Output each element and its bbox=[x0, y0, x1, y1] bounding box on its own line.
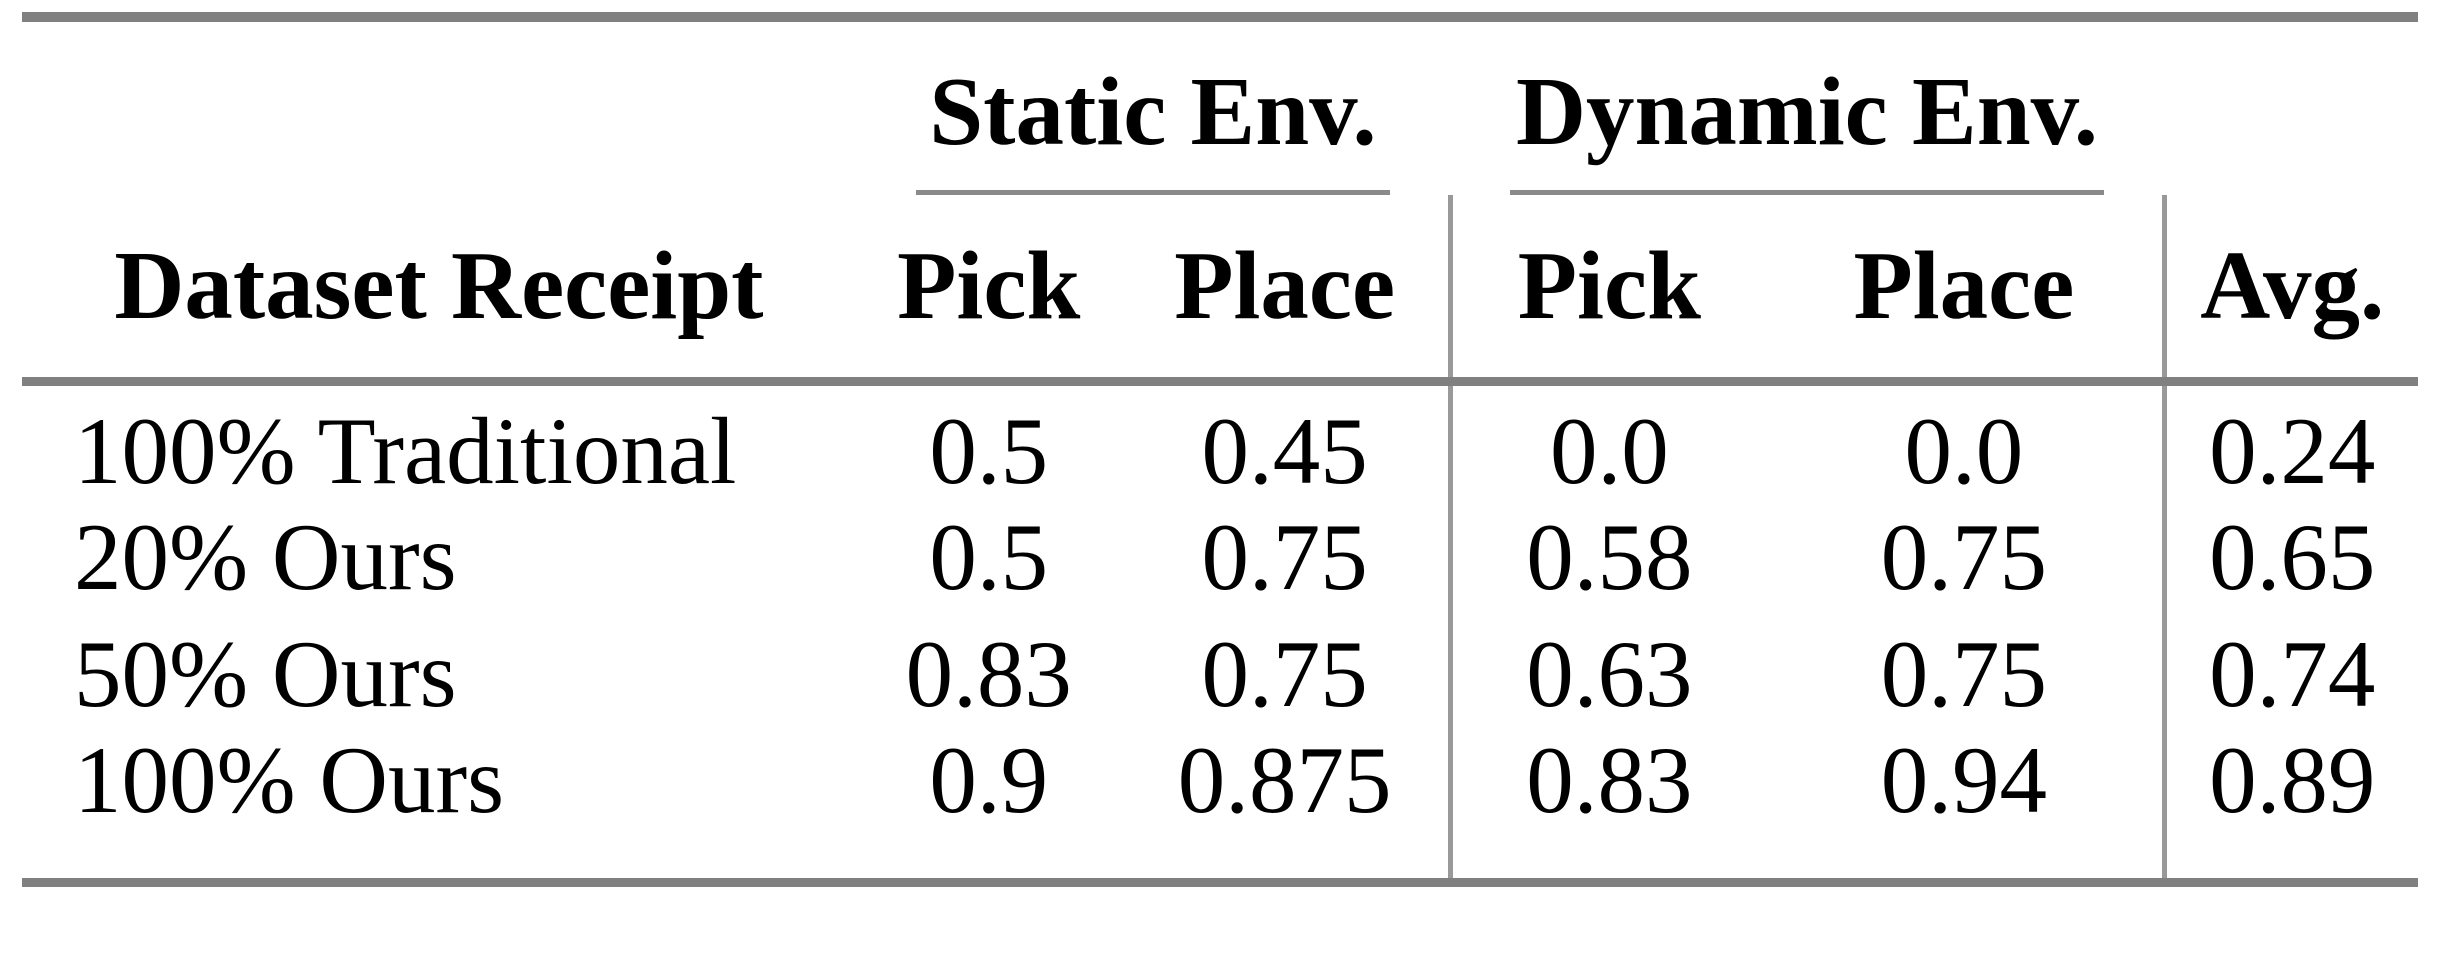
static-env-cmidrule bbox=[915, 190, 1390, 195]
empty-cell bbox=[2164, 12, 2418, 195]
results-table: Static Env. Dynamic Env. Dataset Receipt… bbox=[22, 12, 2418, 887]
empty-cell bbox=[22, 12, 856, 195]
row-label: 20% Ours bbox=[74, 503, 457, 610]
table-cell: 0.75 bbox=[1880, 503, 2047, 610]
dynamic-env-group-header: Dynamic Env. bbox=[1450, 63, 2164, 195]
table-cell: 0.89 bbox=[2161, 732, 2418, 887]
table-cell: 0.58 bbox=[1447, 498, 1767, 616]
table-cell: 0.9 bbox=[855, 732, 1122, 887]
table-cell: 0.75 bbox=[1880, 620, 2047, 727]
column-header-dataset: Dataset Receipt bbox=[22, 195, 856, 386]
results-table-figure: Static Env. Dynamic Env. Dataset Receipt… bbox=[22, 12, 2418, 887]
table-cell: 0.65 bbox=[2161, 498, 2418, 616]
dynamic-env-label: Dynamic Env. bbox=[1515, 58, 2099, 165]
table-cell: 0.875 bbox=[1121, 732, 1450, 887]
column-header-static-pick: Pick bbox=[855, 195, 1122, 386]
table-cell: 0.0 bbox=[1904, 397, 2024, 504]
static-env-group-cell: Static Env. bbox=[855, 12, 1450, 195]
column-header-static-place: Place bbox=[1121, 195, 1450, 386]
table-cell: 0.74 bbox=[2161, 615, 2418, 733]
table-cell: 0.83 bbox=[905, 620, 1072, 727]
group-header-row: Static Env. Dynamic Env. bbox=[22, 12, 2418, 195]
table-cell: 0.5 bbox=[929, 503, 1049, 610]
column-header-avg: Avg. bbox=[2161, 195, 2418, 386]
column-header-dynamic-place: Place bbox=[1766, 195, 2164, 386]
row-label: 50% Ours bbox=[74, 620, 457, 727]
table-row: 20% Ours 0.5 0.75 0.58 0.75 0.65 bbox=[22, 498, 2418, 616]
dynamic-env-group-cell: Dynamic Env. bbox=[1450, 12, 2164, 195]
table-cell: 0.94 bbox=[1766, 732, 2164, 887]
table-cell: 0.83 bbox=[1447, 732, 1767, 887]
column-header-row: Dataset Receipt Pick Place Pick Place Av… bbox=[22, 195, 2418, 386]
table-cell: 0.75 bbox=[1201, 620, 1368, 727]
table-cell: 0.63 bbox=[1447, 615, 1767, 733]
table-cell: 0.45 bbox=[1201, 397, 1368, 504]
table-row: 50% Ours 0.83 0.75 0.63 0.75 0.74 bbox=[22, 615, 2418, 733]
row-label: 100% Traditional bbox=[74, 397, 737, 504]
table-row: 100% Ours 0.9 0.875 0.83 0.94 0.89 bbox=[22, 732, 2418, 887]
row-label: 100% Ours bbox=[22, 732, 856, 887]
table-cell: 0.5 bbox=[929, 397, 1049, 504]
table-cell: 0.24 bbox=[2161, 381, 2418, 499]
table-cell: 0.0 bbox=[1447, 381, 1767, 499]
table-cell: 0.75 bbox=[1201, 503, 1368, 610]
static-env-group-header: Static Env. bbox=[856, 63, 1450, 195]
column-header-dynamic-pick: Pick bbox=[1447, 195, 1767, 386]
table-row: 100% Traditional 0.5 0.45 0.0 0.0 0.24 bbox=[22, 381, 2418, 499]
dynamic-env-cmidrule bbox=[1510, 190, 2104, 195]
static-env-label: Static Env. bbox=[929, 58, 1377, 165]
